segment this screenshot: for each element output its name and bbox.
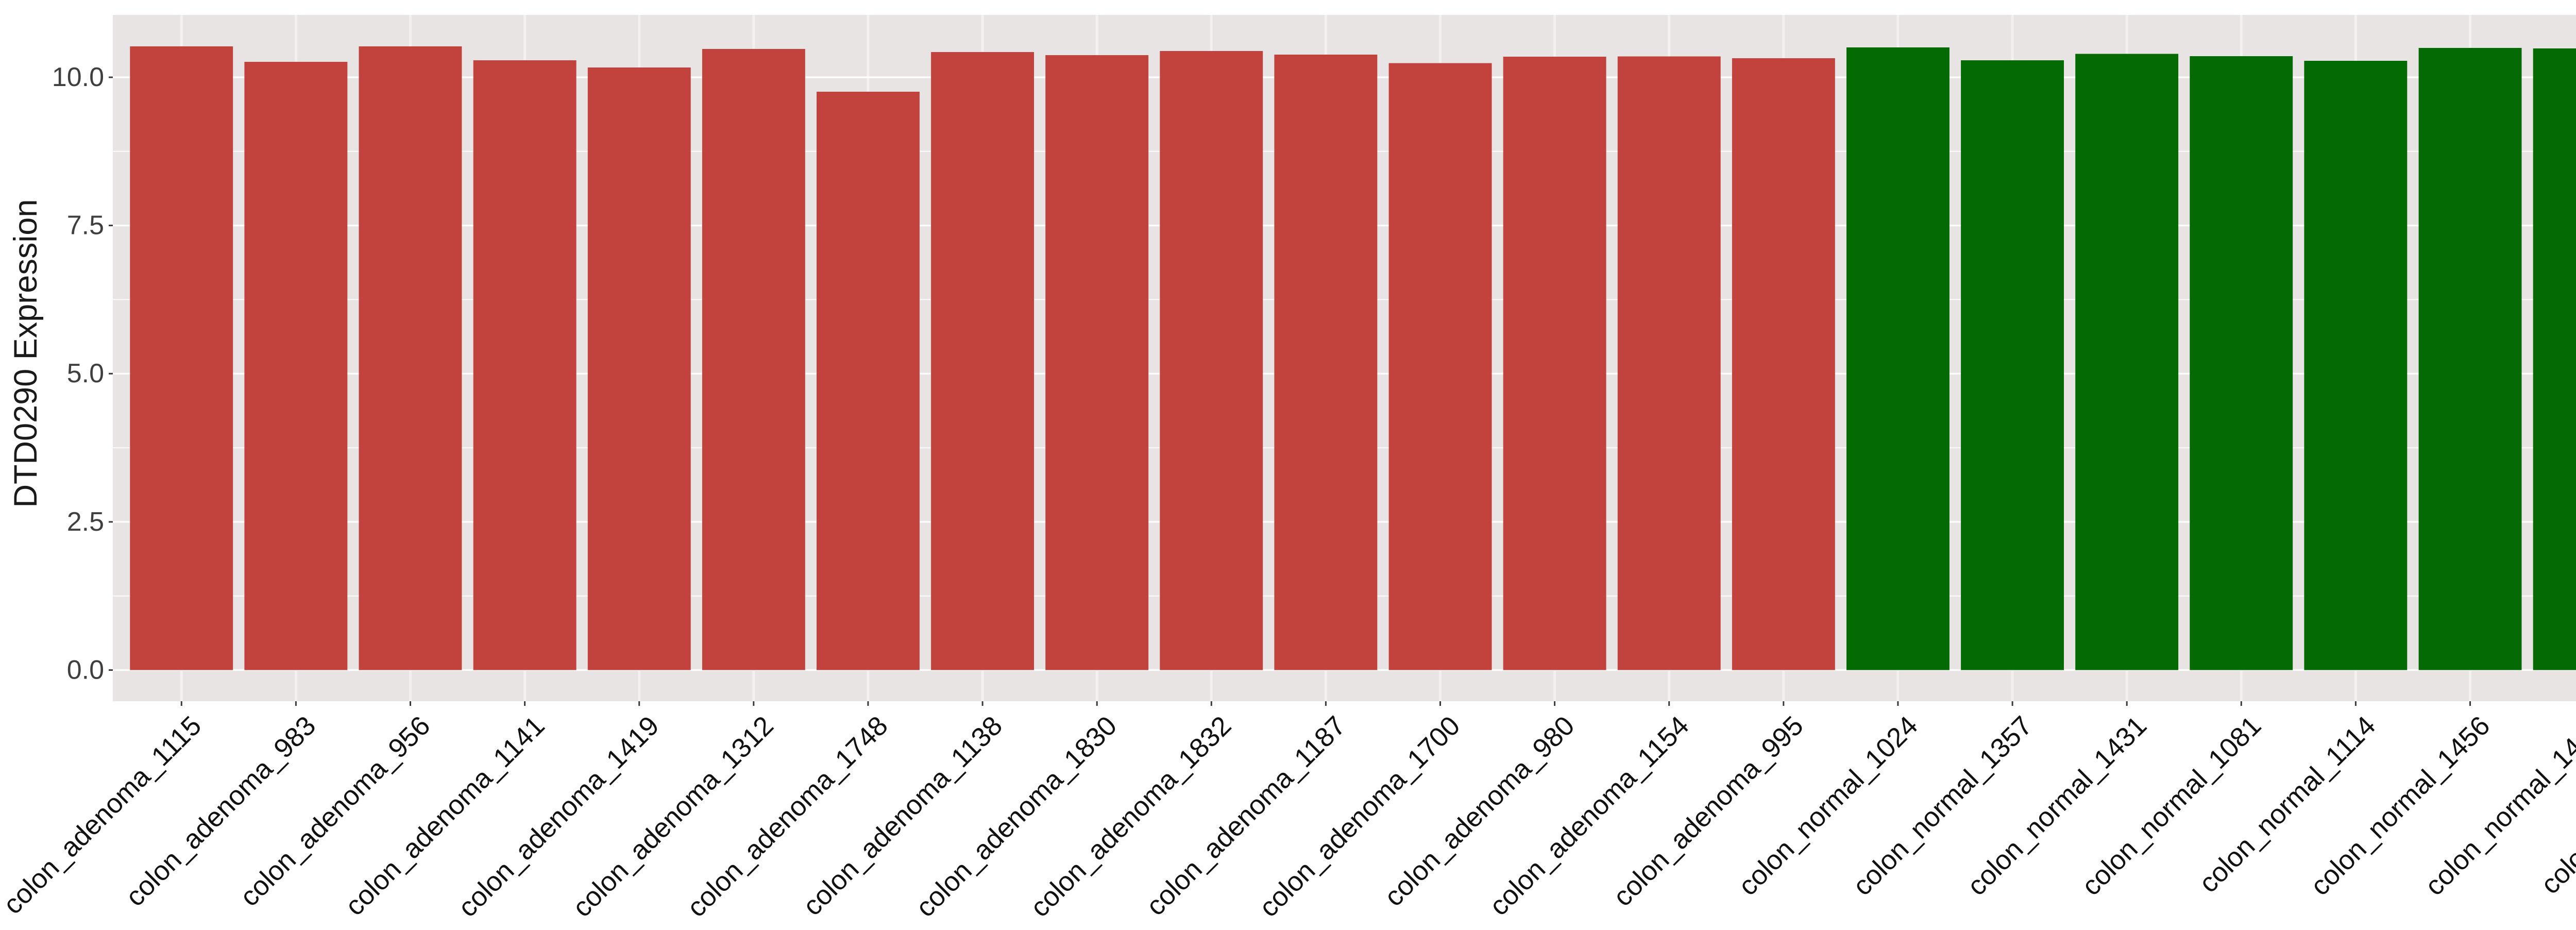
svg-text:DTD0290 Expression: DTD0290 Expression bbox=[8, 199, 44, 508]
svg-text:2.5: 2.5 bbox=[67, 507, 104, 537]
svg-text:7.5: 7.5 bbox=[67, 211, 104, 241]
svg-text:0.0: 0.0 bbox=[67, 655, 104, 685]
svg-text:5.0: 5.0 bbox=[67, 359, 104, 388]
svg-text:10.0: 10.0 bbox=[52, 62, 104, 92]
